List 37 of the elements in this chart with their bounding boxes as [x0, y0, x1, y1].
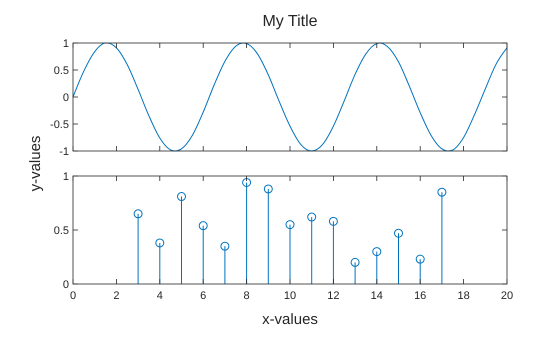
- line-series: [72, 42, 508, 152]
- y-tick-label: 1: [62, 171, 69, 183]
- point: [286, 220, 294, 230]
- x-tick-label: 6: [200, 290, 206, 302]
- point: [155, 238, 164, 248]
- x-axis-title: x-values: [262, 311, 318, 328]
- x-tick-label: 16: [414, 290, 426, 302]
- y-tick-label: 0: [62, 279, 69, 291]
- x-tick-label: 10: [284, 290, 296, 302]
- point: [350, 258, 360, 267]
- point: [134, 209, 143, 218]
- point: [198, 221, 208, 230]
- y-tick-label: 0.5: [54, 65, 69, 77]
- x-tick-label: 2: [113, 290, 120, 302]
- y-tick-label: -0.5: [50, 119, 69, 131]
- x-tick-label: 12: [327, 290, 340, 302]
- y-tick-label: 1: [62, 38, 69, 50]
- x-tick-label: 20: [500, 290, 514, 302]
- point: [177, 192, 186, 202]
- y-axis-title: y-values: [27, 136, 44, 192]
- x-tick-label: 8: [244, 290, 250, 302]
- point: [372, 247, 382, 256]
- point: [307, 212, 316, 222]
- x-tick-label: 14: [370, 290, 383, 302]
- x-tick-label: 18: [457, 290, 470, 302]
- point: [242, 178, 252, 187]
- point: [437, 188, 446, 197]
- point: [264, 184, 273, 194]
- point: [220, 242, 230, 251]
- point: [416, 254, 425, 264]
- point: [394, 228, 403, 238]
- x-tick-label: 4: [156, 290, 163, 302]
- point: [328, 216, 338, 226]
- chart-title: My Title: [262, 13, 318, 30]
- y-tick-label: 0: [62, 92, 69, 104]
- y-tick-label: -1: [59, 146, 69, 158]
- y-tick-label: 0.5: [54, 225, 69, 237]
